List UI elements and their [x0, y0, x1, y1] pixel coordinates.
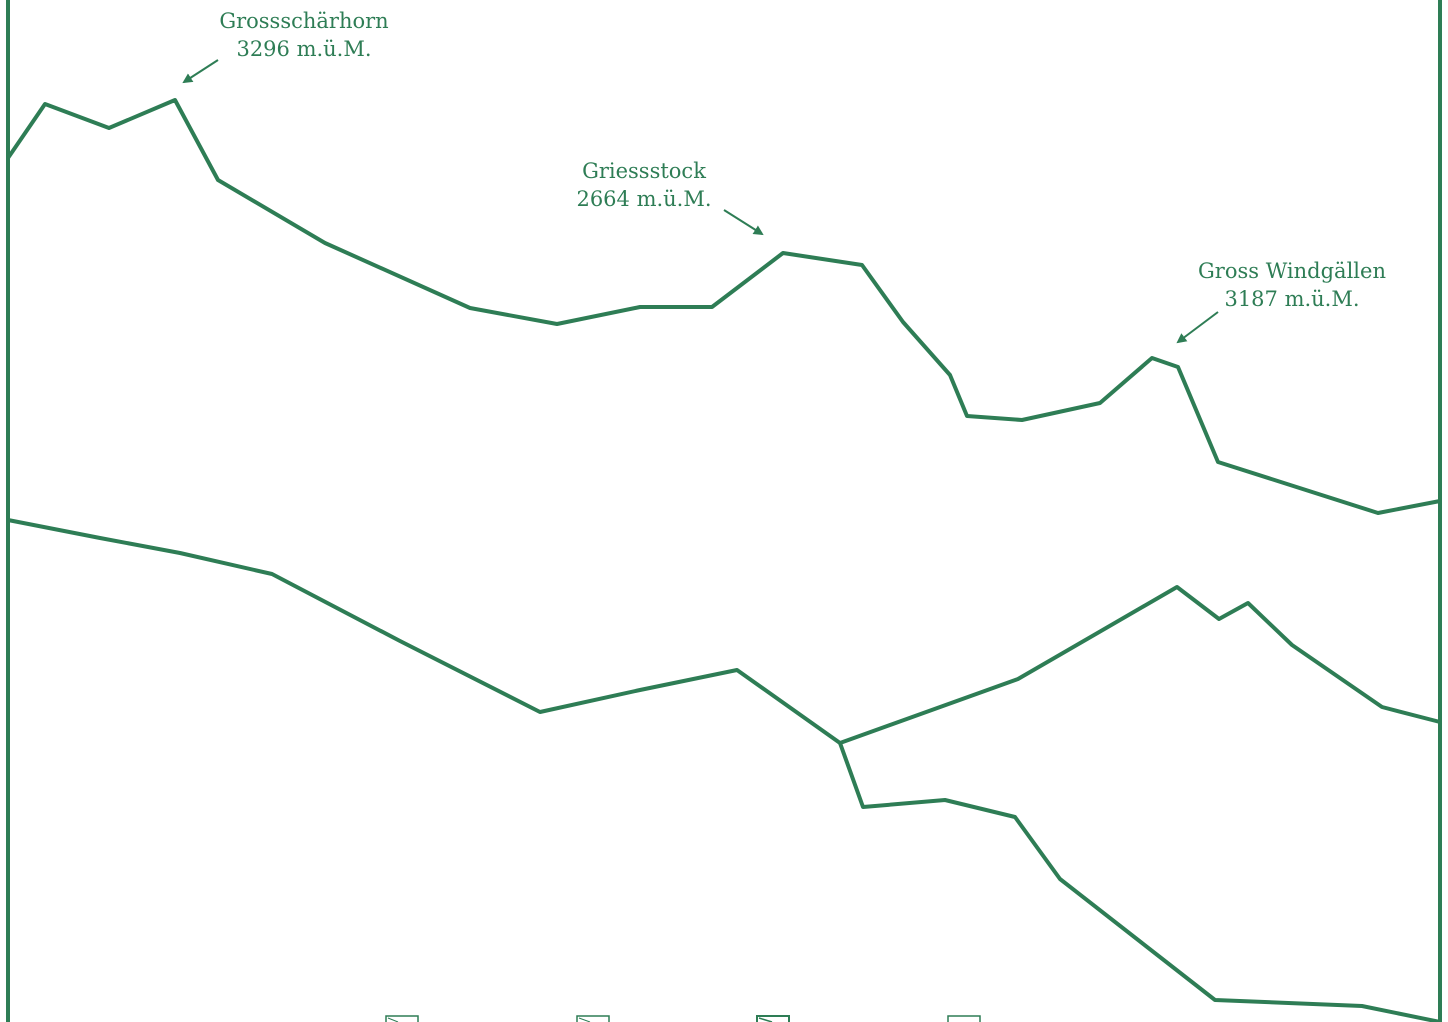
lower-ridge-line [838, 742, 1441, 1022]
peak-label-griessstock: Griessstock 2664 m.ü.M. [559, 157, 729, 213]
upper-ridge-line [6, 98, 1441, 515]
peak-name: Grossschärhorn [219, 9, 389, 33]
peak-elevation: 3187 m.ü.M. [1224, 287, 1360, 311]
legend-box-1 [385, 1015, 419, 1022]
peak-name: Griessstock [582, 159, 706, 183]
arrow-griessstock [723, 209, 764, 236]
peak-name: Gross Windgällen [1198, 259, 1386, 283]
legend-box-4 [947, 1015, 981, 1022]
peak-label-grossschaerhorn: Grossschärhorn 3296 m.ü.M. [204, 7, 404, 63]
peak-elevation: 2664 m.ü.M. [576, 187, 712, 211]
arrow-grossschaerhorn [182, 59, 219, 84]
middle-ridge-line [7, 518, 1441, 745]
peak-label-windgaellen: Gross Windgällen 3187 m.ü.M. [1182, 257, 1402, 313]
legend-box-2 [576, 1015, 610, 1022]
peak-elevation: 3296 m.ü.M. [236, 37, 372, 61]
legend-box-3 [756, 1015, 790, 1022]
arrow-windgaellen [1176, 311, 1219, 344]
